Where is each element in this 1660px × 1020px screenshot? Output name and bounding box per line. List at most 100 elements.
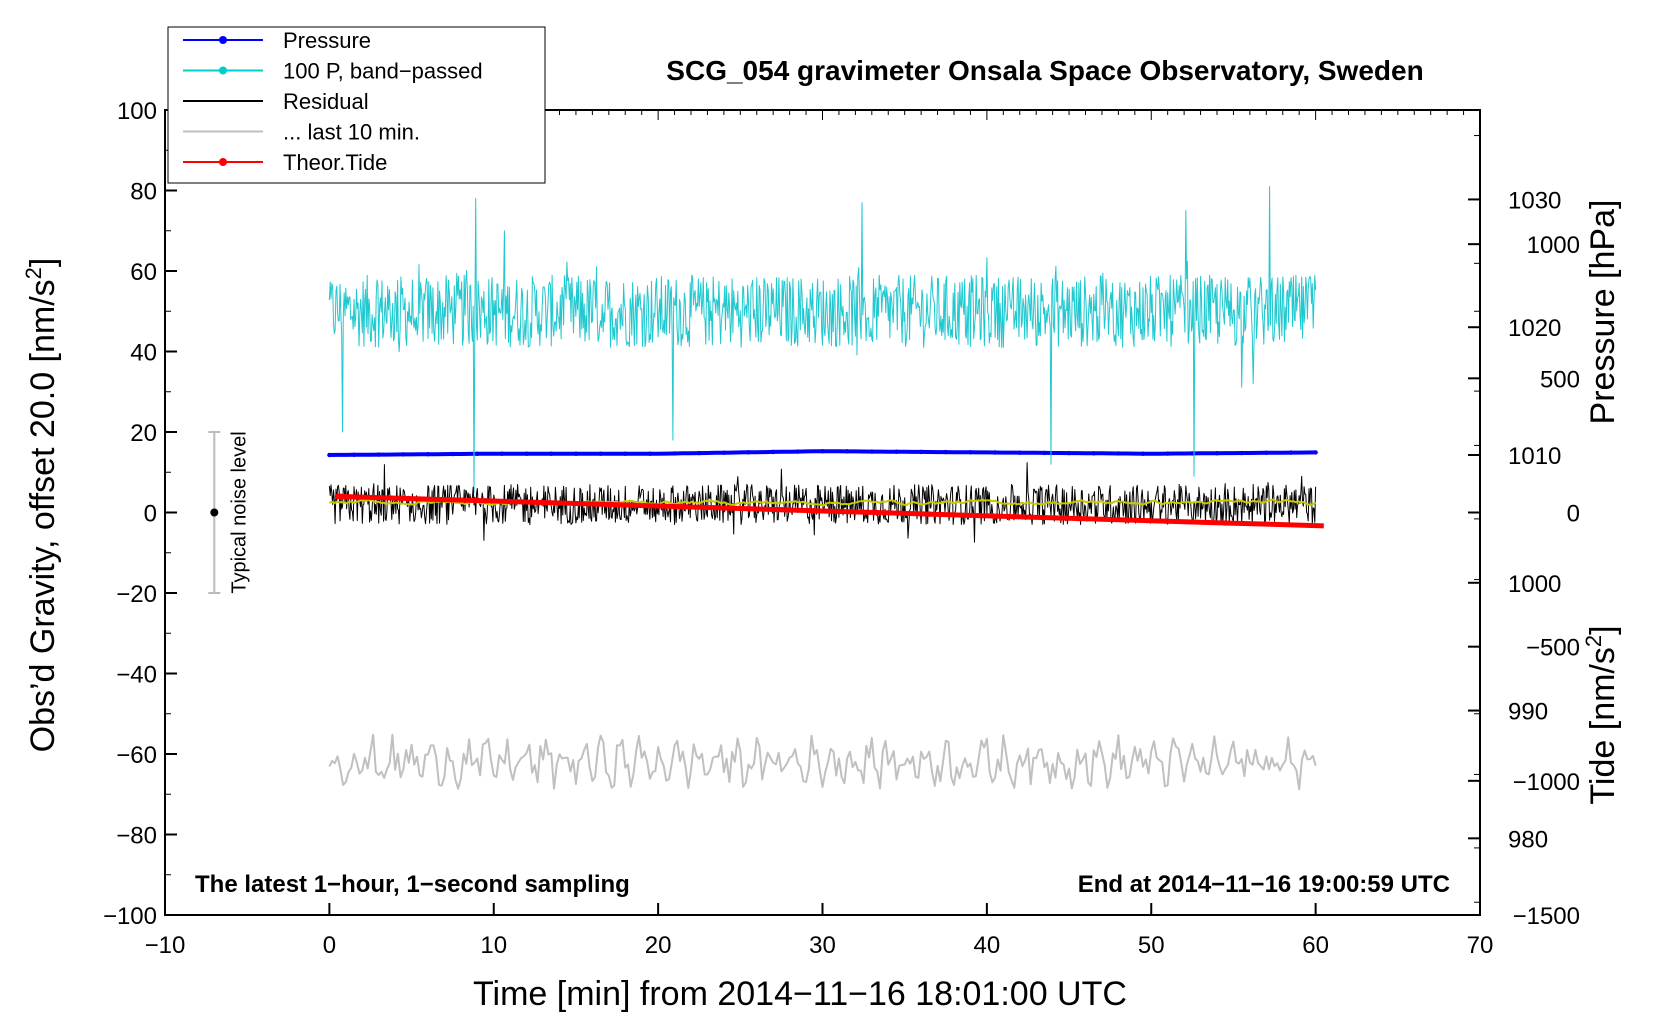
tide-axis-title-close: ] xyxy=(1584,625,1622,634)
series-pressure-marker xyxy=(623,451,628,456)
series-residual-smoothed xyxy=(328,498,1316,507)
noise-bar-center-dot xyxy=(210,508,219,517)
legend-marker xyxy=(219,36,227,44)
legend-label: ... last 10 min. xyxy=(283,120,420,145)
series-last-10-min xyxy=(328,733,1317,791)
y-tick-label: −60 xyxy=(116,742,157,769)
y-tick-label: 60 xyxy=(130,259,157,286)
series-pressure-marker xyxy=(1165,451,1170,456)
pressure-tick-label: 990 xyxy=(1508,699,1548,726)
x-tick-label: 70 xyxy=(1467,932,1494,959)
pressure-tick-label: 1030 xyxy=(1508,187,1561,214)
y-tick-label: −100 xyxy=(103,903,157,930)
series-pressure-marker xyxy=(1313,450,1318,455)
series-theor-tide-marker xyxy=(334,493,341,500)
x-tick-label: 0 xyxy=(323,932,336,959)
y-axis-title-left-close: ] xyxy=(24,258,62,267)
series-pressure-marker xyxy=(1288,450,1294,455)
series-theor-tide xyxy=(337,493,1324,529)
series-pressure-marker xyxy=(721,450,727,455)
series-pressure-marker xyxy=(598,451,603,456)
x-tick-label: −10 xyxy=(145,932,186,959)
pressure-tick-label: 1010 xyxy=(1508,443,1561,470)
tide-tick-label: 0 xyxy=(1567,501,1580,528)
legend-marker xyxy=(219,158,227,166)
noise-level-label: Typical noise level xyxy=(228,431,250,593)
series-pressure-marker xyxy=(1091,451,1096,456)
axes: −10 0 10 20 30 40 50 60 70−100−80−60−40−20020406… xyxy=(103,98,1580,959)
note-sampling: The latest 1−hour, 1−second sampling xyxy=(195,871,630,898)
y-tick-label: −80 xyxy=(116,823,157,850)
series-pressure-marker xyxy=(475,451,480,457)
series-pressure-marker xyxy=(918,449,924,455)
series-pressure-marker xyxy=(524,451,529,456)
y-tick-label: 40 xyxy=(130,340,157,367)
tide-tick-label: −1500 xyxy=(1513,903,1580,930)
series-pressure-marker xyxy=(1239,450,1244,456)
series-pressure-marker xyxy=(869,449,875,454)
legend-label: Residual xyxy=(283,89,369,114)
plot-series xyxy=(327,186,1324,791)
series-pressure-marker xyxy=(992,450,998,455)
series-theor-tide-marker xyxy=(1222,520,1228,526)
pressure-tick-label: 1000 xyxy=(1508,571,1561,598)
y-tick-label: −40 xyxy=(116,662,157,689)
y-axis-title-left: Obs’d Gravity, offset 20.0 [nm/s2] xyxy=(21,258,62,753)
pressure-tick-label: 1020 xyxy=(1508,315,1561,342)
x-axis-title: Time [min] from 2014−11−16 18:01:00 UTC xyxy=(473,975,1127,1013)
y-tick-label: 0 xyxy=(144,501,157,528)
series-pressure-marker xyxy=(450,451,455,457)
y-tick-label: 80 xyxy=(130,179,157,206)
series-pressure-marker xyxy=(1264,450,1269,456)
series-pressure-marker xyxy=(968,450,973,455)
series-pressure-marker xyxy=(795,449,801,454)
x-tick-label: 50 xyxy=(1138,932,1165,959)
tide-tick-label: −1000 xyxy=(1513,769,1580,796)
series-100-p-band-passed xyxy=(328,186,1317,493)
x-tick-label: 40 xyxy=(974,932,1001,959)
x-tick-label: 60 xyxy=(1302,932,1329,959)
series-pressure-marker xyxy=(401,452,406,457)
legend-label: Theor.Tide xyxy=(283,150,387,175)
series-theor-tide-marker xyxy=(482,498,489,504)
series-pressure-marker xyxy=(844,449,850,454)
series-pressure-marker xyxy=(549,451,554,456)
series-theor-tide-marker xyxy=(1074,515,1081,522)
y-axis-title-left-text: Obs’d Gravity, offset 20.0 [nm/s xyxy=(24,279,62,752)
series-pressure-marker xyxy=(672,451,677,456)
tide-axis-title-text: Tide [nm/s xyxy=(1584,647,1622,804)
series-pressure-marker xyxy=(697,450,702,456)
series-pressure-marker xyxy=(1066,450,1072,456)
series-pressure-marker xyxy=(425,452,431,457)
y-axis-title-left-sup: 2 xyxy=(21,267,46,279)
tide-tick-label: −500 xyxy=(1526,635,1580,662)
series-theor-tide-marker xyxy=(778,506,785,513)
x-tick-label: 30 xyxy=(809,932,836,959)
x-tick-label: 10 xyxy=(480,932,507,959)
series-pressure-marker xyxy=(647,451,653,456)
series-pressure-marker xyxy=(1116,451,1121,456)
tide-axis-title-sup: 2 xyxy=(1581,635,1606,647)
legend-label: Pressure xyxy=(283,28,371,53)
tide-tick-label: 1000 xyxy=(1527,232,1580,259)
series-pressure-marker xyxy=(894,449,899,454)
series-pressure-marker xyxy=(376,452,381,457)
y-tick-label: −20 xyxy=(116,581,157,608)
legend-marker xyxy=(219,66,227,75)
legend-items: Pressure 100 P, band−passed Residual ... la… xyxy=(183,28,483,175)
tide-tick-label: 500 xyxy=(1540,366,1580,393)
note-end-time: End at 2014−11−16 19:00:59 UTC xyxy=(1078,871,1450,898)
series-pressure-marker xyxy=(746,450,751,455)
noise-level-indicator: Typical noise level xyxy=(208,431,250,594)
pressure-tick-label: 980 xyxy=(1508,826,1548,853)
series-pressure-marker xyxy=(1017,450,1022,455)
tide-axis-title: Tide [nm/s2] xyxy=(1581,625,1622,804)
pressure-axis-title: Pressure [hPa] xyxy=(1584,200,1622,425)
y-tick-label: 100 xyxy=(117,98,157,125)
legend: Pressure 100 P, band−passed Residual ... la… xyxy=(167,26,546,184)
series-pressure-marker xyxy=(499,451,505,456)
series-pressure-marker xyxy=(820,448,825,454)
y-tick-label: 20 xyxy=(130,420,157,447)
